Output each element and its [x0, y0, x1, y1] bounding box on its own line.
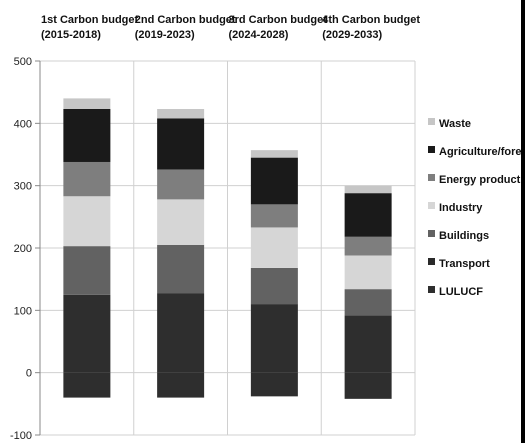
- bar-segment-lulucf: [344, 372, 392, 399]
- bar-segment-buildings: [250, 267, 298, 305]
- category-label: 4th Carbon budget: [322, 14, 420, 26]
- y-tick-label: 100: [14, 305, 32, 317]
- bar-segment-industry: [344, 255, 392, 290]
- bar-segment-buildings: [63, 246, 111, 295]
- category-label: (2019-2023): [135, 29, 195, 41]
- bar-segment-lulucf: [63, 294, 111, 373]
- category-label: (2024-2028): [229, 29, 289, 41]
- legend-swatch: [428, 174, 435, 181]
- bar-segment-lulucf: [344, 315, 392, 373]
- bar-segment-lulucf: [250, 372, 298, 397]
- bar-segment-energy-production: [344, 236, 392, 256]
- legend-swatch: [428, 286, 435, 293]
- bar-segment-energy-production: [250, 204, 298, 228]
- bar-segment-waste: [157, 108, 205, 119]
- legend-swatch: [428, 118, 435, 125]
- bar-segment-agriculture-forestry: [63, 108, 111, 162]
- window-edge: [521, 0, 525, 443]
- category-label: 1st Carbon budget: [41, 14, 139, 26]
- bar-segment-waste: [63, 98, 111, 109]
- bar-segment-industry: [250, 227, 298, 268]
- bar-segment-agriculture-forestry: [344, 193, 392, 237]
- bar-segment-energy-production: [157, 169, 205, 200]
- bar-segment-industry: [157, 199, 205, 245]
- y-tick-label: 0: [26, 368, 32, 380]
- legend: Waste Agriculture/forestry Energy producti…: [428, 118, 525, 298]
- bar-segment-agriculture-forestry: [250, 157, 298, 205]
- legend-swatch: [428, 202, 435, 209]
- legend-label: Buildings: [439, 230, 489, 242]
- legend-label: Agriculture/forestry: [439, 146, 525, 158]
- bar-segment-lulucf: [63, 372, 111, 398]
- bar-segment-industry: [63, 196, 111, 247]
- y-tick-label: -100: [10, 430, 32, 442]
- legend-label: Transport: [439, 258, 490, 270]
- y-tick-label: 400: [14, 118, 32, 130]
- legend-label: LULUCF: [439, 286, 483, 298]
- category-labels: 1st Carbon budget (2015-2018) 2nd Carbon b…: [41, 14, 420, 41]
- legend-label: Energy production: [439, 174, 525, 186]
- category-label: (2029-2033): [322, 29, 382, 41]
- category-label: 3rd Carbon budget: [229, 14, 328, 26]
- bar-segment-buildings: [344, 289, 392, 316]
- bar-segment-lulucf: [250, 304, 298, 373]
- legend-swatch: [428, 258, 435, 265]
- y-tick-label: 500: [14, 56, 32, 68]
- bar-segment-lulucf: [157, 293, 205, 373]
- bar-segment-buildings: [157, 244, 205, 294]
- legend-label: Industry: [439, 202, 483, 214]
- legend-swatch: [428, 230, 435, 237]
- bar-segment-agriculture-forestry: [157, 118, 205, 170]
- category-label: 2nd Carbon budget: [135, 14, 236, 26]
- legend-swatch: [428, 146, 435, 153]
- bar-segment-lulucf: [157, 372, 205, 398]
- bar-segment-waste: [344, 185, 392, 194]
- legend-label: Waste: [439, 118, 471, 130]
- category-label: (2015-2018): [41, 29, 101, 41]
- y-tick-label: 200: [14, 243, 32, 255]
- y-tick-label: 300: [14, 181, 32, 193]
- bars: [63, 98, 392, 399]
- axis: 500 400 300 200 100 0 -100: [10, 56, 41, 442]
- bar-segment-waste: [250, 150, 298, 158]
- bar-segment-energy-production: [63, 161, 111, 197]
